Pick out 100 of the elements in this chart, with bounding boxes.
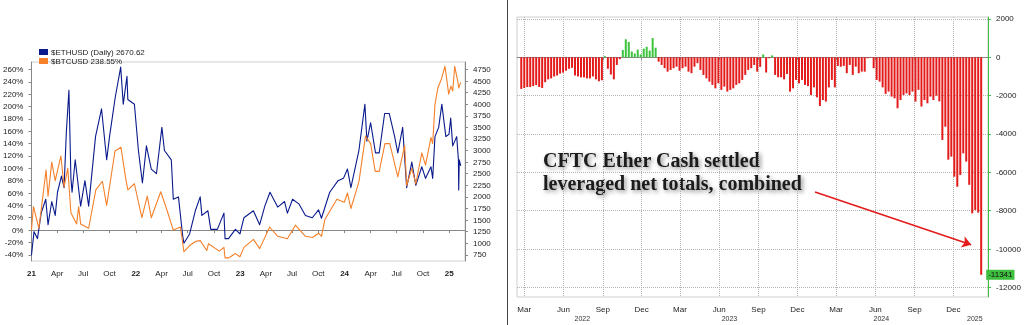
y2-tick-label: 750 — [473, 250, 487, 260]
bar — [678, 57, 681, 71]
bar — [675, 57, 678, 67]
x-tick-label: 24 — [340, 268, 350, 278]
y-tick-label: -40% — [4, 250, 24, 260]
bar — [905, 57, 908, 94]
bar — [851, 57, 854, 75]
bar — [926, 57, 929, 104]
bar — [705, 57, 708, 79]
bar — [947, 57, 950, 160]
bar — [845, 57, 848, 74]
x-tick-label: Apr — [364, 268, 378, 278]
bar — [702, 57, 705, 75]
x-tick-label: Mar — [517, 304, 532, 314]
x-tick-label: Sep — [595, 304, 611, 314]
x-tick-label: Dec — [634, 304, 649, 314]
y2-tick-label: 1500 — [473, 215, 492, 225]
x-tick-label: Dec — [946, 304, 961, 314]
bar — [789, 57, 792, 92]
bar — [774, 57, 777, 75]
bar — [741, 57, 744, 80]
x-tick-label: Mar — [829, 304, 844, 314]
bar — [708, 57, 711, 82]
bar — [780, 57, 783, 78]
y-tick-label: 220% — [2, 89, 24, 99]
y-tick-label: -12000 — [996, 282, 1022, 292]
bar — [609, 57, 612, 75]
bar — [657, 57, 660, 62]
bar — [669, 57, 672, 70]
bar — [651, 38, 654, 58]
bar — [798, 57, 800, 84]
x-tick-label: Jul — [182, 268, 193, 278]
bar — [588, 57, 591, 79]
bar — [908, 57, 911, 96]
y2-tick-label: 4500 — [473, 76, 492, 86]
bar — [857, 57, 860, 74]
bar — [666, 57, 669, 72]
bar — [762, 54, 765, 58]
bar — [627, 41, 630, 58]
y-tick-label: -10000 — [996, 244, 1022, 254]
bar — [636, 49, 639, 58]
bar — [833, 57, 836, 88]
bar — [672, 57, 675, 69]
bar — [532, 57, 535, 87]
bar — [645, 46, 648, 58]
y-tick-label: 80% — [7, 176, 24, 186]
bar — [687, 57, 690, 72]
y2-tick-label: 2500 — [473, 169, 492, 179]
bar — [884, 57, 887, 94]
y-tick-label: 2000 — [996, 14, 1015, 24]
x-tick-label: Oct — [103, 268, 117, 278]
y-tick-label: -8000 — [996, 206, 1018, 216]
bar — [553, 57, 556, 77]
bar — [735, 57, 738, 85]
bar — [541, 57, 544, 88]
bar — [550, 57, 553, 79]
y-tick-label: 260% — [2, 64, 24, 74]
bar — [642, 48, 645, 58]
x-tick-label: 25 — [444, 268, 455, 278]
y2-tick-label: 2250 — [473, 180, 492, 190]
x-tick-label: 23 — [235, 268, 246, 278]
bar — [863, 57, 866, 72]
legend-label: $BTCUSD 238.55% — [51, 56, 123, 66]
bar — [974, 57, 977, 210]
bar — [896, 57, 899, 109]
bar — [520, 57, 523, 89]
bar — [624, 39, 627, 58]
bar — [750, 57, 753, 69]
bar — [875, 57, 878, 80]
bar — [660, 57, 663, 65]
y2-tick-label: 2000 — [473, 192, 492, 202]
bar — [860, 57, 863, 72]
y-tick-label: 40% — [7, 200, 24, 210]
y2-tick-label: 4000 — [473, 99, 492, 109]
bar — [738, 57, 741, 84]
bar — [818, 57, 821, 106]
bar — [809, 57, 812, 96]
bar — [538, 57, 541, 87]
bar — [612, 57, 615, 80]
bar — [920, 57, 923, 107]
y-tick-label: 0% — [11, 225, 24, 235]
x-tick-label: Jun — [557, 304, 570, 314]
bar — [729, 57, 732, 90]
bar — [565, 57, 568, 71]
y-tick-label: 140% — [2, 139, 24, 149]
bar — [980, 57, 983, 275]
bar — [971, 57, 974, 214]
bar — [726, 57, 729, 92]
x-tick-label: Oct — [416, 268, 430, 278]
y-tick-label: 60% — [7, 188, 24, 198]
bar — [594, 57, 597, 80]
bar — [547, 57, 550, 80]
y2-tick-label: 3250 — [473, 134, 492, 144]
bar — [526, 57, 529, 87]
y2-tick-label: 3000 — [473, 146, 492, 156]
y2-tick-label: 4750 — [473, 64, 492, 74]
x-tick-label: Sep — [751, 304, 767, 314]
y-tick-label: 180% — [2, 114, 24, 124]
bar — [568, 57, 571, 69]
bar — [792, 57, 795, 89]
